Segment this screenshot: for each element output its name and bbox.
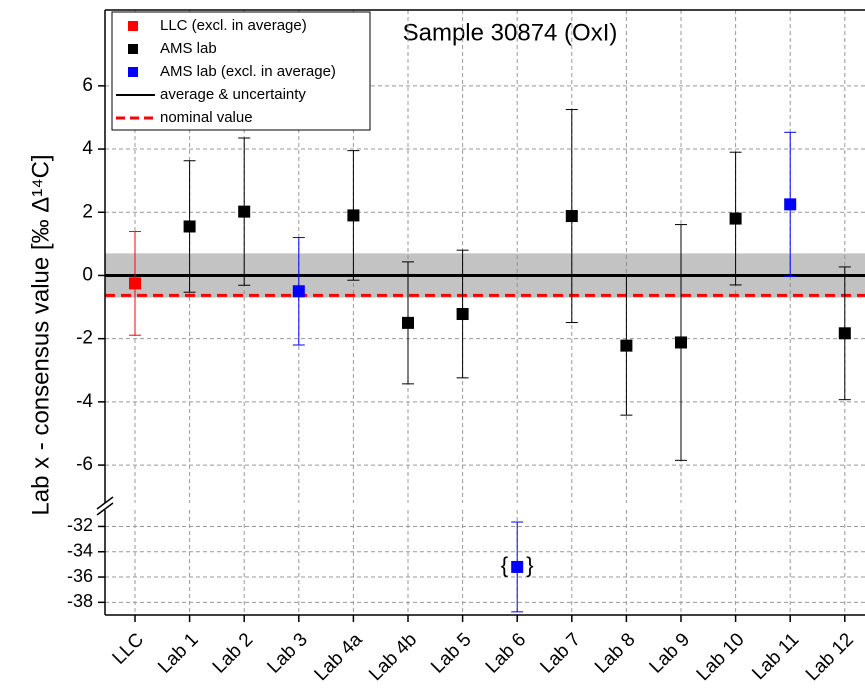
- y-axis-label: Lab x - consensus value [‰ Δ¹⁴C]: [27, 154, 54, 515]
- y-tick-label: 6: [82, 75, 93, 96]
- y-tick-label: -36: [67, 566, 93, 586]
- y-tick-label: -32: [67, 515, 93, 535]
- data-point: [456, 308, 469, 321]
- legend-label: LLC (excl. in average): [160, 17, 307, 34]
- legend-marker: [128, 21, 138, 31]
- data-point: [347, 209, 360, 222]
- legend-label: AMS lab: [160, 40, 217, 57]
- legend-label: AMS lab (excl. in average): [160, 63, 336, 80]
- data-point: [292, 285, 305, 298]
- data-point: [729, 212, 742, 225]
- data-point: [511, 560, 524, 573]
- y-tick-label: -2: [76, 328, 93, 349]
- chart-title: Sample 30874 (OxI): [403, 19, 618, 46]
- legend-label: average & uncertainty: [160, 86, 306, 103]
- data-point: [129, 277, 141, 290]
- data-point: [784, 198, 797, 211]
- data-point: [565, 210, 578, 223]
- legend-label: nominal value: [160, 109, 253, 126]
- data-point: [620, 339, 633, 352]
- y-tick-label: 2: [82, 201, 93, 222]
- legend-box: [111, 11, 371, 131]
- data-point: [838, 327, 851, 340]
- y-tick-label: -34: [67, 540, 93, 560]
- data-point: [675, 336, 687, 349]
- legend-marker: [128, 44, 138, 54]
- y-tick-label: 0: [82, 264, 93, 285]
- axis-break: [96, 502, 114, 516]
- y-tick-label: 4: [82, 138, 93, 159]
- annotation: { }: [501, 553, 540, 578]
- y-tick-label: -38: [67, 591, 93, 611]
- data-point: [238, 205, 251, 218]
- data-point: [402, 316, 414, 329]
- y-tick-label: -6: [76, 454, 93, 475]
- axis-break: [96, 496, 114, 510]
- y-tick-label: -4: [76, 391, 93, 412]
- data-point: [183, 220, 196, 233]
- legend-marker: [128, 67, 138, 77]
